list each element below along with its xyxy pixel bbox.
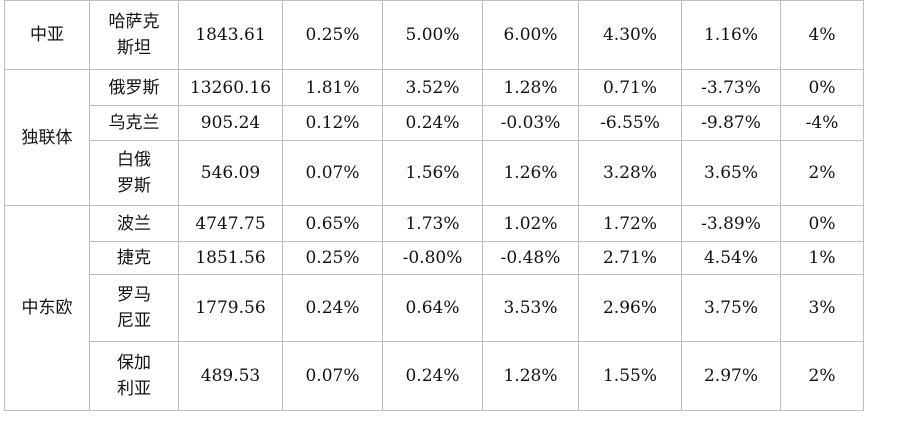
value-cell: 6.00% (482, 0, 579, 70)
value-cell: 0.65% (282, 205, 383, 242)
country-cell: 白俄 罗斯 (89, 140, 179, 206)
value-cell: 0% (780, 69, 864, 106)
region-cell: 中东欧 (4, 205, 90, 411)
value-cell: 1.28% (482, 69, 579, 106)
data-table: 中亚 哈萨克 斯坦 1843.61 0.25% 5.00% 6.00% 4.30% 1.16% 4… (4, 0, 864, 411)
value-cell: 0.07% (282, 341, 383, 411)
value-cell: 2.97% (681, 341, 781, 411)
value-cell: 3.52% (382, 69, 483, 106)
table-row: 中亚 哈萨克 斯坦 1843.61 0.25% 5.00% 6.00% 4.30% 1.16% 4… (4, 0, 864, 70)
value-cell: 5.00% (382, 0, 483, 70)
value-cell: 2% (780, 140, 864, 206)
table-row: 乌克兰 905.24 0.12% 0.24% -0.03% -6.55% -9.87% -4% (5, 105, 864, 141)
value-cell: 1.81% (282, 69, 383, 106)
value-cell: 1.28% (482, 341, 579, 411)
country-name-line: 白俄 (117, 150, 151, 170)
value-cell: 1843.61 (178, 0, 283, 70)
country-cell: 保加 利亚 (89, 341, 179, 411)
region-cell: 中亚 (4, 0, 90, 70)
value-cell: 2.71% (578, 241, 682, 275)
country-name-line: 尼亚 (117, 311, 151, 331)
country-name-line: 捷克 (117, 248, 151, 268)
region-cell: 独联体 (4, 69, 90, 206)
value-cell: 1851.56 (178, 241, 283, 275)
table-row: 捷克 1851.56 0.25% -0.80% -0.48% 2.71% 4.54% 1% (5, 241, 864, 275)
value-cell: 3.53% (482, 274, 579, 342)
table-row: 保加 利亚 489.53 0.07% 0.24% 1.28% 1.55% 2.97% 2% (5, 341, 864, 411)
value-cell: 1.16% (681, 0, 781, 70)
value-cell: 0% (780, 205, 864, 242)
value-cell: 0.24% (382, 341, 483, 411)
value-cell: 905.24 (178, 105, 283, 141)
value-cell: 0.24% (282, 274, 383, 342)
country-cell: 哈萨克 斯坦 (89, 0, 179, 70)
value-cell: 546.09 (178, 140, 283, 206)
value-cell: 489.53 (178, 341, 283, 411)
value-cell: -0.80% (382, 241, 483, 275)
value-cell: 0.12% (282, 105, 383, 141)
country-cell: 罗马 尼亚 (89, 274, 179, 342)
value-cell: 0.64% (382, 274, 483, 342)
value-cell: 3.28% (578, 140, 682, 206)
country-cell: 波兰 (89, 205, 179, 242)
country-name-line: 罗斯 (117, 176, 151, 196)
country-cell: 俄罗斯 (89, 69, 179, 106)
value-cell: 0.71% (578, 69, 682, 106)
value-cell: 1779.56 (178, 274, 283, 342)
value-cell: 4% (780, 0, 864, 70)
value-cell: -6.55% (578, 105, 682, 141)
country-name-line: 斯坦 (117, 38, 151, 58)
value-cell: 1.02% (482, 205, 579, 242)
value-cell: 2% (780, 341, 864, 411)
value-cell: 1.56% (382, 140, 483, 206)
value-cell: 1.26% (482, 140, 579, 206)
value-cell: -0.48% (482, 241, 579, 275)
value-cell: -4% (780, 105, 864, 141)
country-name-line: 哈萨克 (108, 12, 160, 32)
value-cell: 3.65% (681, 140, 781, 206)
country-name-line: 俄罗斯 (108, 77, 160, 98)
value-cell: 13260.16 (178, 69, 283, 106)
value-cell: 1.72% (578, 205, 682, 242)
table-row: 独联体 俄罗斯 13260.16 1.81% 3.52% 1.28% 0.71% -3.73%… (4, 69, 864, 206)
country-cell: 捷克 (89, 241, 179, 275)
value-cell: 1% (780, 241, 864, 275)
value-cell: 1.55% (578, 341, 682, 411)
country-name-line: 波兰 (117, 213, 151, 234)
value-cell: 1.73% (382, 205, 483, 242)
value-cell: 4747.75 (178, 205, 283, 242)
value-cell: 0.07% (282, 140, 383, 206)
value-cell: -3.89% (681, 205, 781, 242)
value-cell: 0.25% (282, 0, 383, 70)
country-cell: 乌克兰 (89, 105, 179, 141)
country-name-line: 保加 (117, 353, 151, 373)
value-cell: 0.25% (282, 241, 383, 275)
value-cell: 4.54% (681, 241, 781, 275)
value-cell: -0.03% (482, 105, 579, 141)
value-cell: 3% (780, 274, 864, 342)
table-row: 罗马 尼亚 1779.56 0.24% 0.64% 3.53% 2.96% 3.75% 3% (5, 274, 864, 342)
value-cell: 2.96% (578, 274, 682, 342)
table-row: 中东欧 波兰 4747.75 0.65% 1.73% 1.02% 1.72% -3.89% 0% (4, 205, 864, 411)
country-name-line: 利亚 (117, 379, 151, 399)
country-name-line: 罗马 (117, 285, 151, 305)
table-row: 白俄 罗斯 546.09 0.07% 1.56% 1.26% 3.28% 3.65% 2% (5, 140, 864, 206)
value-cell: 3.75% (681, 274, 781, 342)
table-body: 中亚 哈萨克 斯坦 1843.61 0.25% 5.00% 6.00% 4.30% 1.16% 4… (4, 0, 864, 411)
country-name-line: 乌克兰 (108, 113, 160, 133)
value-cell: 0.24% (382, 105, 483, 141)
value-cell: -9.87% (681, 105, 781, 141)
value-cell: 4.30% (578, 0, 682, 70)
value-cell: -3.73% (681, 69, 781, 106)
